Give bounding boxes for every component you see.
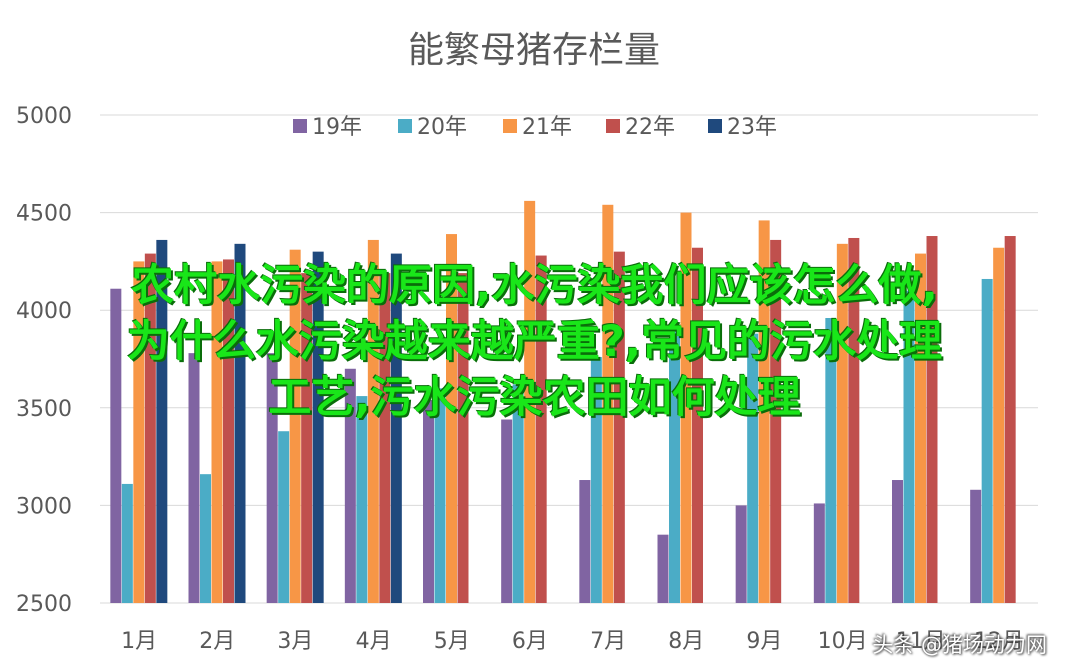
x-tick-label: 12月 [974, 629, 1024, 654]
legend-label: 20年 [417, 115, 467, 140]
bar-23年-4月 [390, 253, 402, 604]
bar-19年-3月 [266, 353, 278, 603]
legend-label: 23年 [727, 115, 777, 140]
bar-22年-2月 [223, 259, 234, 603]
bar-22年-11月 [926, 236, 938, 604]
bar-23年-3月 [312, 251, 324, 603]
bar-22年-5月 [457, 273, 469, 603]
legend-swatch-21年 [503, 119, 517, 133]
legend-swatch-22年 [606, 119, 620, 133]
bar-19年-4月 [344, 368, 356, 603]
legend-swatch-23年 [708, 119, 722, 133]
bar-21年-10月 [836, 243, 848, 603]
bar-23年-1月 [156, 239, 168, 604]
legend-label: 21年 [522, 115, 572, 140]
bar-20年-6月 [512, 384, 524, 603]
bar-20年-3月 [278, 431, 290, 603]
bar-21年-12月 [993, 247, 1005, 603]
bar-21年-9月 [758, 220, 770, 603]
bar-19年-11月 [892, 480, 903, 603]
x-tick-label: 5月 [434, 629, 470, 654]
bar-19年-6月 [501, 419, 513, 603]
x-tick-label: 3月 [277, 629, 313, 654]
bar-20年-12月 [981, 278, 993, 603]
bar-20年-7月 [590, 357, 602, 603]
bar-20年-4月 [356, 396, 368, 603]
legend-swatch-20年 [398, 119, 412, 133]
legend-swatch-19年 [293, 119, 307, 133]
bar-22年-8月 [692, 247, 703, 603]
y-tick-label: 4000 [16, 299, 72, 324]
y-tick-label: 5000 [16, 104, 72, 129]
bar-21年-7月 [602, 204, 614, 604]
bar-21年-8月 [680, 212, 692, 603]
chart-title: 能繁母猪存栏量 [408, 30, 660, 71]
x-tick-label: 10月 [818, 629, 868, 654]
bar-20年-8月 [669, 325, 680, 603]
bar-20年-10月 [825, 318, 837, 603]
legend-label: 19年 [312, 115, 362, 140]
y-tick-label: 2500 [16, 592, 72, 617]
bar-22年-12月 [1004, 236, 1016, 604]
watermark: 头条 @猪场动力网 [872, 633, 1047, 657]
bar-19年-12月 [970, 489, 982, 603]
bar-22年-7月 [613, 251, 625, 603]
bar-21年-5月 [446, 234, 457, 603]
bar-22年-9月 [770, 239, 782, 604]
bar-20年-9月 [747, 333, 759, 603]
x-tick-label: 11月 [896, 629, 946, 654]
bar-22年-3月 [301, 273, 313, 603]
bar-19年-1月 [110, 288, 122, 603]
bar-22年-6月 [535, 255, 547, 603]
bar-19年-10月 [813, 503, 825, 603]
x-tick-label: 8月 [668, 629, 704, 654]
bar-19年-9月 [735, 505, 747, 603]
legend-label: 22年 [625, 115, 675, 140]
x-tick-label: 4月 [356, 629, 392, 654]
y-tick-label: 4500 [16, 202, 72, 227]
bar-21年-4月 [367, 239, 379, 604]
bar-19年-7月 [579, 480, 591, 603]
bar-22年-10月 [848, 237, 860, 603]
x-tick-label: 1月 [121, 629, 157, 654]
bar-19年-2月 [188, 353, 200, 603]
x-tick-label: 9月 [746, 629, 782, 654]
bar-21年-6月 [524, 200, 536, 603]
x-tick-label: 6月 [512, 629, 548, 654]
bar-21年-1月 [133, 261, 145, 603]
bar-21年-2月 [211, 261, 223, 603]
bar-22年-1月 [144, 253, 156, 604]
y-tick-label: 3500 [16, 397, 72, 422]
bar-19年-8月 [657, 534, 669, 603]
bar-22年-4月 [379, 273, 391, 603]
bar-20年-11月 [903, 290, 915, 603]
bar-20年-1月 [121, 483, 133, 603]
bar-20年-5月 [434, 388, 446, 603]
y-tick-label: 3000 [16, 494, 72, 519]
bar-20年-2月 [200, 474, 211, 603]
bar-21年-11月 [915, 253, 926, 604]
x-tick-label: 7月 [590, 629, 626, 654]
x-tick-label: 2月 [199, 629, 235, 654]
bar-19年-5月 [423, 399, 434, 603]
bar-23年-2月 [234, 243, 246, 603]
bar-21年-3月 [289, 249, 301, 604]
